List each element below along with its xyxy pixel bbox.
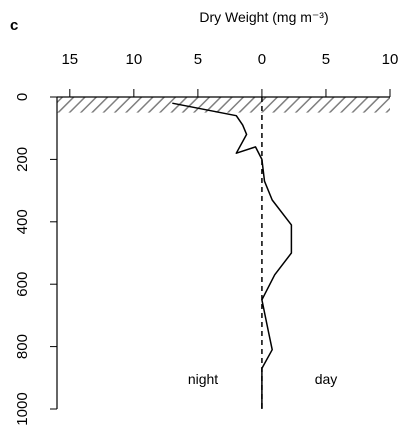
x-tick-label: 10 [382, 51, 399, 68]
y-tick-label: 1000 [14, 392, 31, 425]
day-label: day [315, 371, 338, 387]
x-tick-label: 5 [322, 51, 330, 68]
x-tick-label: 5 [194, 51, 202, 68]
y-tick-label: 200 [14, 147, 31, 172]
x-axis-title: Dry Weight (mg m⁻³) [199, 9, 328, 25]
y-tick-label: 0 [14, 93, 31, 101]
panel-label: c [10, 17, 18, 34]
chart-marks: 15 10 5 0 5 10 0 200 400 600 800 1000 [14, 51, 398, 426]
x-tick-label: 10 [126, 51, 143, 68]
y-tick-label: 400 [14, 209, 31, 234]
x-tick-label: 0 [258, 51, 266, 68]
profile-line-series-0 [172, 102, 293, 409]
y-tick-label: 600 [14, 272, 31, 297]
night-label: night [188, 371, 218, 387]
surface-hatched-band [57, 97, 390, 113]
y-tick-label: 800 [14, 334, 31, 359]
x-tick-label: 15 [61, 51, 78, 68]
